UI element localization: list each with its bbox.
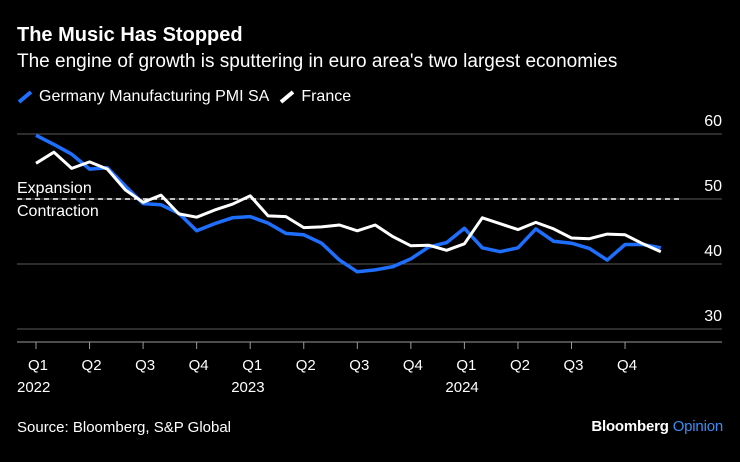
- legend-entry-france: France: [279, 88, 351, 106]
- x-tick-label: Q4: [617, 357, 637, 374]
- x-tick-label: Q1: [242, 357, 262, 374]
- chart-legend: Germany Manufacturing PMI SA France: [17, 88, 361, 106]
- y-tick-label: 50: [704, 178, 722, 195]
- source-note: Source: Bloomberg, S&P Global: [17, 419, 232, 436]
- y-tick-label: 40: [704, 243, 722, 260]
- x-tick-label: Q2: [296, 357, 316, 374]
- legend-label-france: France: [301, 88, 352, 105]
- x-tick-label: Q3: [349, 357, 369, 374]
- reference-label-expansion: Expansion: [17, 180, 92, 197]
- x-tick-label: Q3: [564, 357, 584, 374]
- brand-sub: Opinion: [672, 418, 724, 435]
- legend-entry-germany: Germany Manufacturing PMI SA: [17, 88, 269, 106]
- legend-swatch-france: [280, 90, 295, 104]
- x-tick-label: Q2: [82, 357, 102, 374]
- reference-label-contraction: Contraction: [17, 203, 99, 220]
- x-tick-label: Q4: [189, 357, 209, 374]
- x-tick-label: Q1: [28, 357, 48, 374]
- series-line-france: [35, 150, 662, 254]
- legend-label-germany: Germany Manufacturing PMI SA: [39, 88, 270, 105]
- x-year-label: 2022: [17, 379, 50, 396]
- chart-subtitle: The engine of growth is sputtering in eu…: [17, 51, 618, 72]
- x-tick-label: Q4: [403, 357, 423, 374]
- chart-title: The Music Has Stopped: [17, 24, 243, 46]
- x-year-label: 2023: [231, 379, 264, 396]
- x-tick-label: Q3: [135, 357, 155, 374]
- x-tick-label: Q1: [456, 357, 476, 374]
- brand-main: Bloomberg: [591, 418, 669, 435]
- legend-swatch-germany: [17, 90, 33, 104]
- y-tick-label: 60: [704, 113, 722, 130]
- x-year-label: 2024: [445, 379, 478, 396]
- y-tick-label: 30: [704, 308, 722, 325]
- x-tick-label: Q2: [510, 357, 530, 374]
- series-line-germany: [35, 133, 662, 274]
- brand-logo: Bloomberg Opinion: [591, 418, 723, 435]
